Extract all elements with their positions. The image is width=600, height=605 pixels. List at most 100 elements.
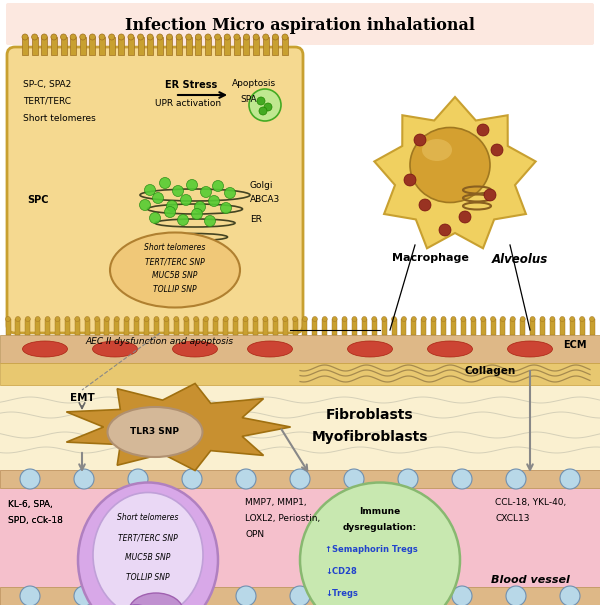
Circle shape (128, 469, 148, 489)
Ellipse shape (223, 316, 228, 321)
Text: SPD, cCk-18: SPD, cCk-18 (8, 516, 63, 525)
Ellipse shape (352, 316, 357, 321)
Ellipse shape (589, 316, 595, 321)
Bar (223, 319, 228, 335)
Ellipse shape (173, 341, 218, 357)
Ellipse shape (293, 316, 298, 321)
Circle shape (398, 469, 418, 489)
Ellipse shape (80, 34, 86, 40)
Bar (530, 319, 535, 335)
Circle shape (452, 469, 472, 489)
Bar (157, 37, 163, 55)
Ellipse shape (25, 316, 30, 321)
Ellipse shape (530, 316, 535, 321)
Bar (115, 319, 119, 335)
Ellipse shape (243, 316, 248, 321)
Circle shape (182, 586, 202, 605)
Circle shape (20, 586, 40, 605)
Circle shape (194, 201, 205, 212)
Bar (352, 319, 357, 335)
Bar (166, 37, 172, 55)
Bar (214, 319, 218, 335)
Bar (184, 319, 188, 335)
Ellipse shape (427, 341, 473, 357)
Ellipse shape (481, 316, 485, 321)
Bar (580, 319, 584, 335)
Text: KL-6, SPA,: KL-6, SPA, (8, 500, 53, 509)
Ellipse shape (176, 34, 182, 40)
Bar (263, 37, 269, 55)
Circle shape (178, 215, 188, 226)
Ellipse shape (154, 316, 159, 321)
Circle shape (200, 186, 212, 197)
Text: Macrophage: Macrophage (392, 253, 469, 263)
Circle shape (152, 192, 163, 203)
Bar (32, 37, 38, 55)
Text: Myofibroblasts: Myofibroblasts (312, 430, 428, 444)
Circle shape (128, 586, 148, 605)
Circle shape (74, 586, 94, 605)
Circle shape (191, 209, 203, 220)
Text: KL-6, SPA,: KL-6, SPA, (8, 500, 53, 509)
Bar (196, 37, 202, 55)
Bar (203, 319, 208, 335)
Bar (570, 319, 575, 335)
Circle shape (74, 469, 94, 489)
Circle shape (224, 188, 235, 198)
Ellipse shape (244, 34, 250, 40)
Ellipse shape (92, 341, 137, 357)
Ellipse shape (45, 316, 50, 321)
Ellipse shape (22, 34, 28, 40)
Bar (154, 319, 159, 335)
Circle shape (398, 586, 418, 605)
Ellipse shape (95, 316, 100, 321)
Bar (55, 319, 60, 335)
Text: MMP7, MMP1,: MMP7, MMP1, (245, 498, 307, 507)
Circle shape (212, 180, 223, 192)
Ellipse shape (410, 128, 490, 203)
Ellipse shape (273, 316, 278, 321)
Ellipse shape (174, 316, 179, 321)
Ellipse shape (421, 316, 426, 321)
Ellipse shape (263, 316, 268, 321)
Bar (35, 319, 40, 335)
Ellipse shape (118, 34, 124, 40)
Ellipse shape (147, 34, 153, 40)
Ellipse shape (186, 34, 192, 40)
Bar (70, 37, 76, 55)
Bar (253, 37, 259, 55)
Bar (22, 37, 28, 55)
Polygon shape (67, 384, 290, 471)
Text: ER: ER (250, 215, 262, 224)
Bar (421, 319, 426, 335)
Ellipse shape (451, 316, 456, 321)
Bar (174, 319, 179, 335)
Ellipse shape (500, 316, 505, 321)
Ellipse shape (322, 316, 327, 321)
Ellipse shape (144, 316, 149, 321)
Ellipse shape (35, 316, 40, 321)
Ellipse shape (422, 139, 452, 161)
Ellipse shape (441, 316, 446, 321)
Ellipse shape (560, 316, 565, 321)
Bar (147, 37, 153, 55)
Bar (282, 37, 288, 55)
Circle shape (236, 586, 256, 605)
Ellipse shape (471, 316, 476, 321)
Bar (233, 319, 238, 335)
Bar (95, 319, 100, 335)
Ellipse shape (203, 316, 208, 321)
Circle shape (249, 89, 281, 121)
Bar (75, 319, 80, 335)
Ellipse shape (263, 34, 269, 40)
Bar (0, 470, 600, 605)
Ellipse shape (128, 593, 184, 605)
Circle shape (181, 194, 191, 206)
Bar (441, 319, 446, 335)
Circle shape (560, 586, 580, 605)
Ellipse shape (342, 316, 347, 321)
Ellipse shape (166, 34, 172, 40)
Bar (16, 319, 20, 335)
Ellipse shape (234, 34, 240, 40)
Ellipse shape (134, 316, 139, 321)
